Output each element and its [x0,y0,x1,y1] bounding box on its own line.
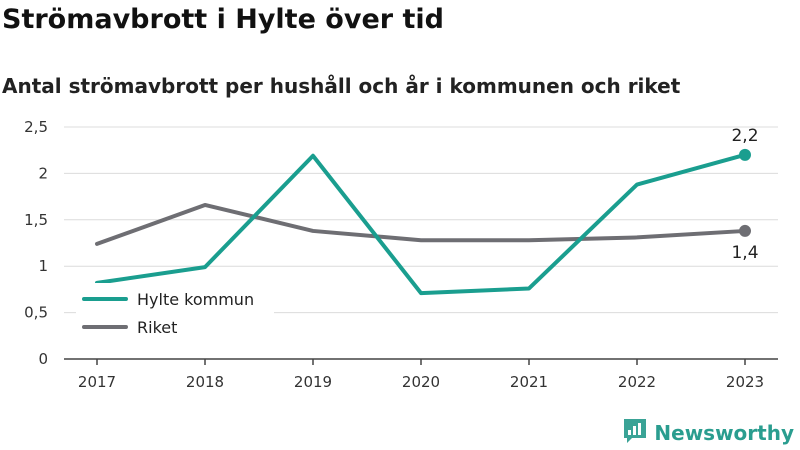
y-axis: 0 0,5 1 1,5 2 2,5 [24,118,48,368]
x-tick-label: 2022 [618,373,656,391]
legend-background [76,283,274,341]
end-value-labels: 2,2 1,4 [731,126,758,263]
y-tick-label: 2 [38,164,48,182]
end-point-riket [739,224,751,237]
x-tick-label: 2019 [294,373,332,391]
legend: Hylte kommun Riket [76,283,274,341]
x-axis: 2017 2018 2019 2020 2021 2022 2023 [64,358,778,391]
series-line-hylte-kommun [95,152,747,296]
end-label-riket: 1,4 [731,243,758,263]
y-tick-label: 1,5 [24,211,48,229]
x-tick-label: 2020 [402,373,440,391]
legend-label-riket: Riket [137,318,177,337]
chat-bar-chart-icon [622,417,648,449]
y-tick-label: 0 [38,350,48,368]
end-label-hylte-kommun: 2,2 [731,126,758,146]
series-line-riket [95,202,747,246]
legend-label-hylte-kommun: Hylte kommun [137,290,254,309]
brand-name: Newsworthy [654,421,794,445]
end-point-hylte-kommun [739,148,751,161]
brand-logo: Newsworthy [622,418,794,448]
y-tick-label: 0,5 [24,304,48,322]
x-tick-label: 2023 [726,373,764,391]
chart-subtitle: Antal strömavbrott per hushåll och år i … [2,74,681,98]
x-tick-label: 2017 [78,373,116,391]
chart-title: Strömavbrott i Hylte över tid [2,4,444,35]
x-tick-label: 2018 [186,373,224,391]
x-tick-label: 2021 [510,373,548,391]
y-tick-label: 2,5 [24,118,48,136]
y-tick-label: 1 [38,257,48,275]
series-lines [95,148,751,296]
